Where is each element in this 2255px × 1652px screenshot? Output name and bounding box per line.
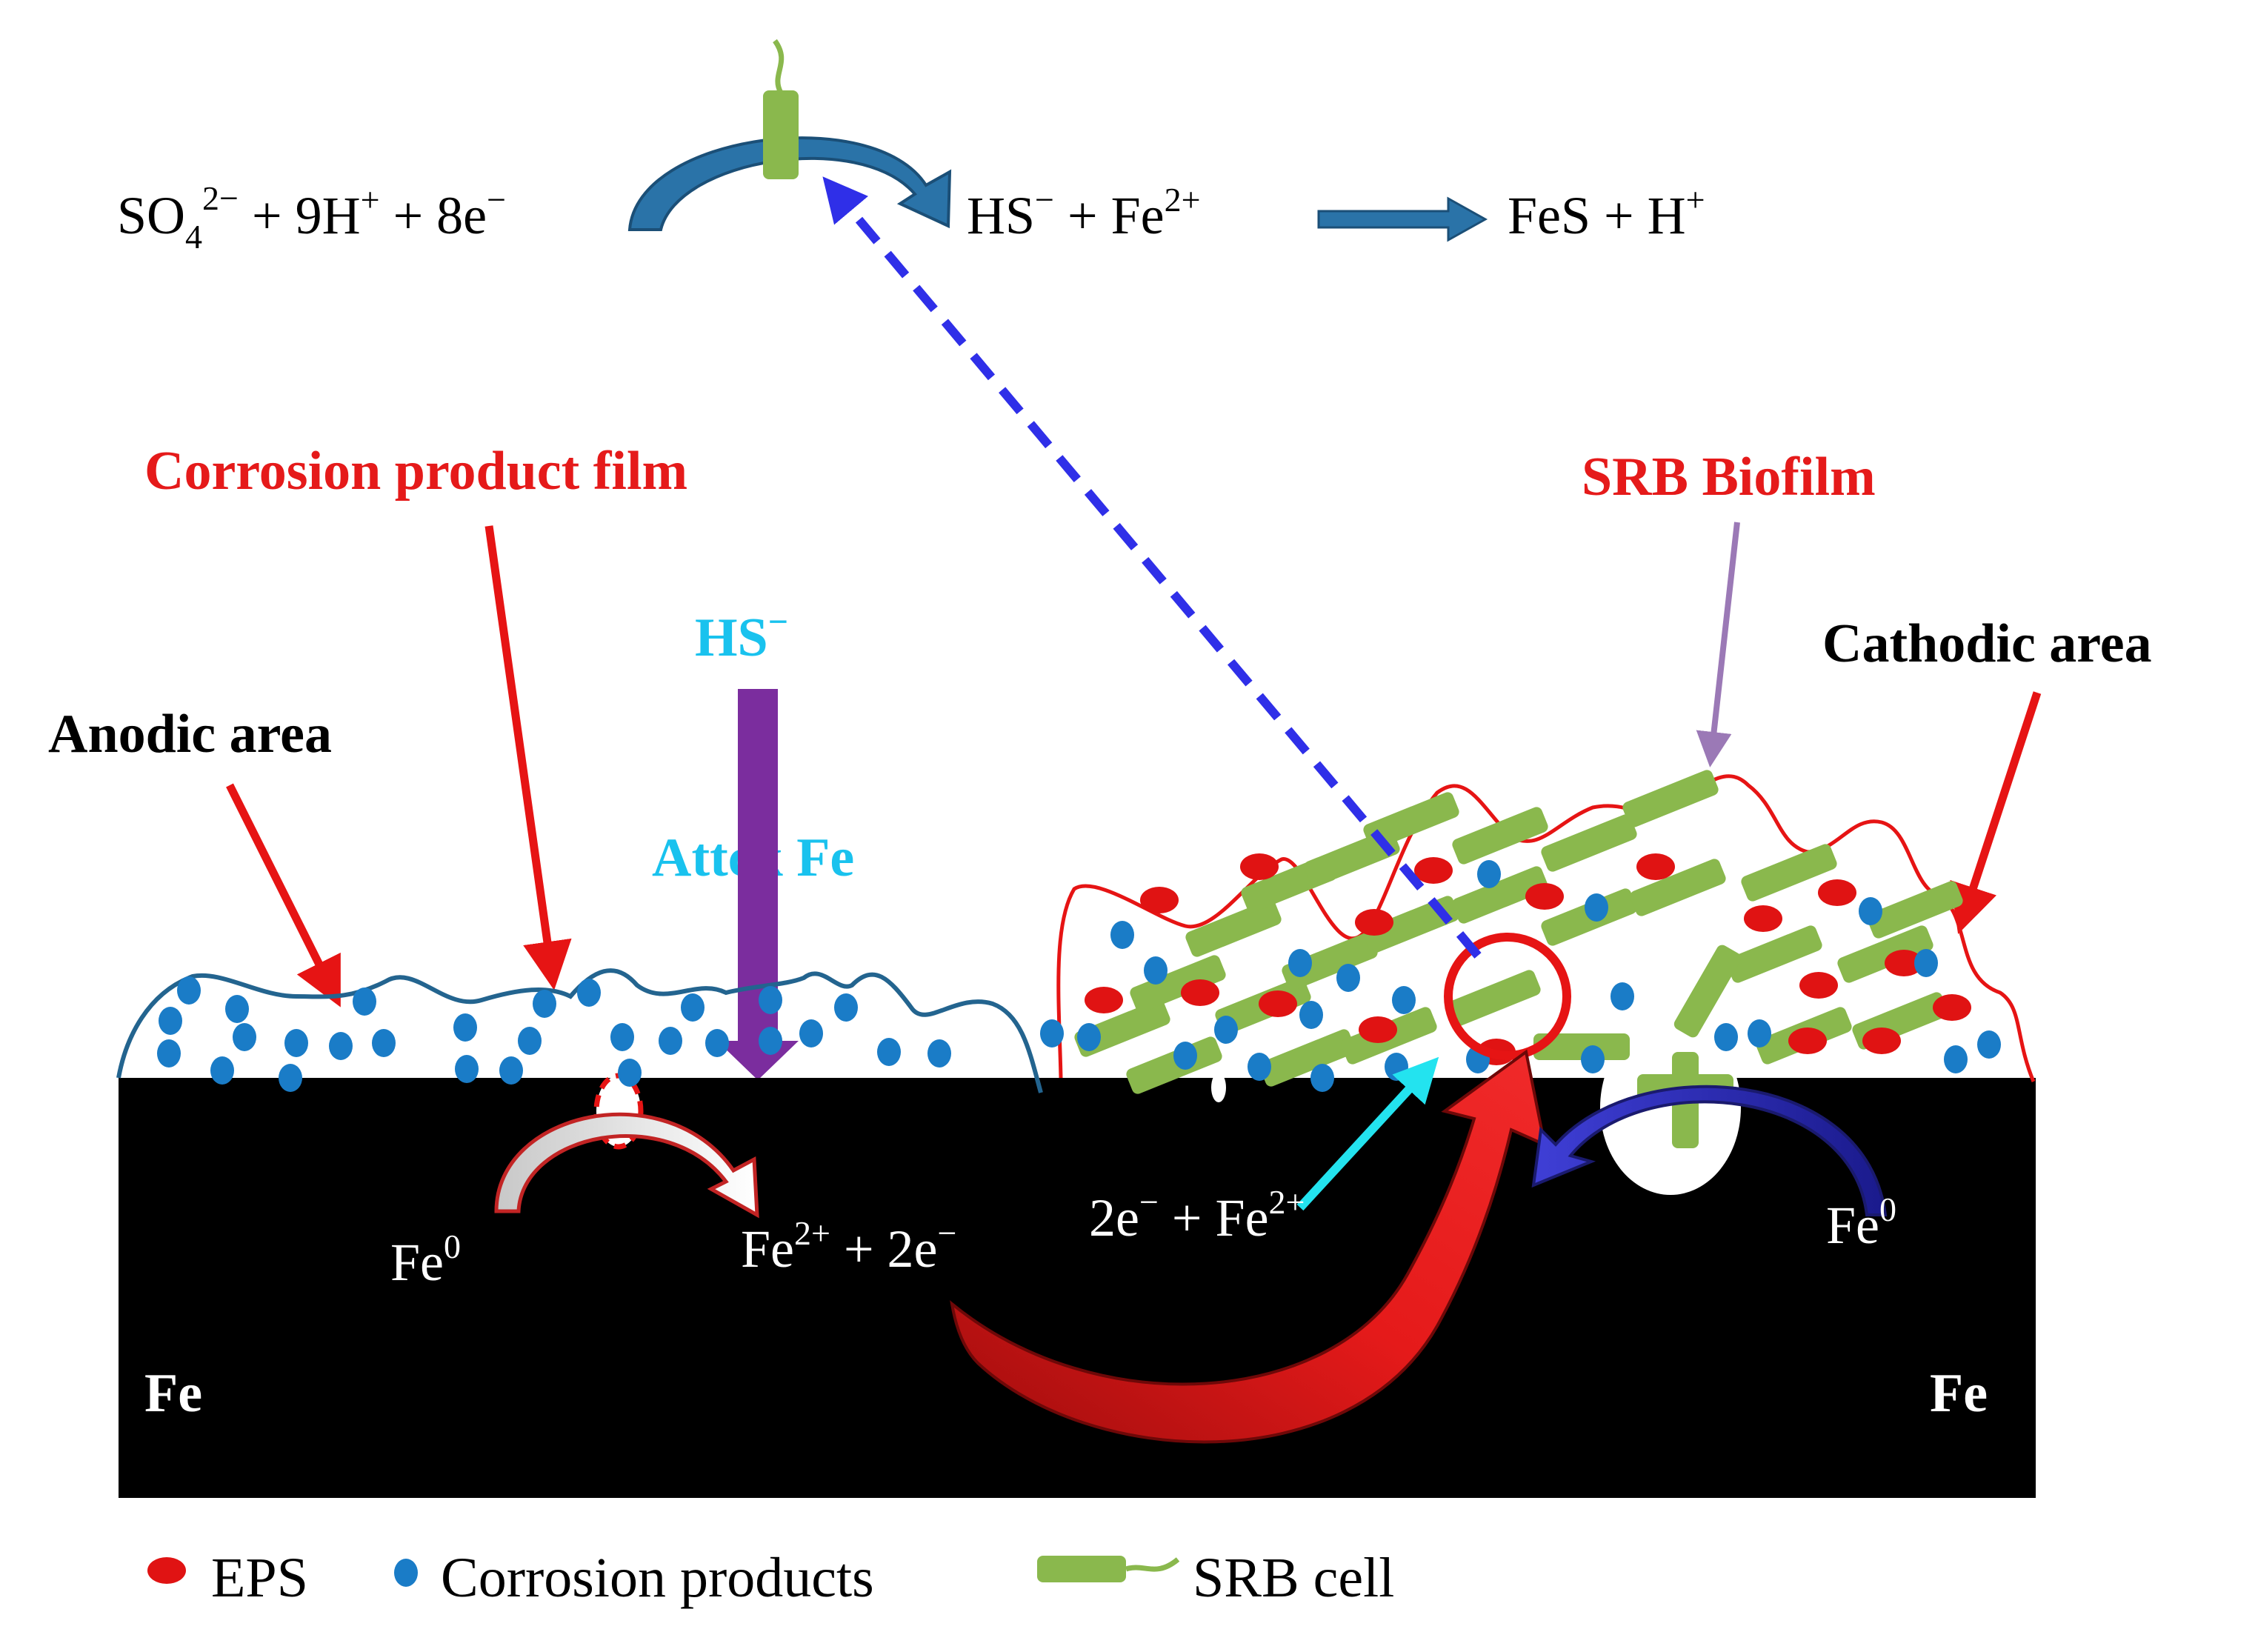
legend-srb-label: SRB cell	[1193, 1547, 1394, 1609]
legend-srb-swatch	[1037, 1556, 1180, 1582]
film-pointer-arrow	[484, 525, 572, 990]
hs-release-dashed-arrow	[822, 176, 1482, 959]
legend-eps-label: EPS	[211, 1547, 308, 1609]
corrosion-product-film-label: Corrosion product film	[144, 441, 687, 502]
fe-label-right: Fe	[1930, 1363, 1988, 1424]
steel-substrate	[119, 1078, 2036, 1498]
sulfate-reduction-equation: SO42− + 9H+ + 8e− HS− + Fe2+ FeS + H+	[117, 39, 1705, 256]
electron-uptake-highlight	[1444, 933, 1571, 1060]
fe0-right: Fe0	[1826, 1190, 1896, 1255]
biofilm-pointer-arrow	[1696, 522, 1740, 767]
anodic-pointer-arrow	[226, 783, 341, 1007]
hs-label: HS−	[695, 602, 788, 668]
legend: EPS Corrosion products SRB cell	[147, 1547, 1394, 1609]
cathodic-pit	[1600, 1020, 1741, 1195]
fe-label-left: Fe	[144, 1363, 202, 1424]
corrosion-product-particles-left	[157, 976, 951, 1092]
srb-biofilm-outline	[1056, 774, 2036, 1082]
electron-transfer-label: 2e− + Fe2+	[1089, 1183, 1305, 1248]
final-products-text: FeS + H+	[1508, 181, 1705, 245]
legend-corrosion-label: Corrosion products	[441, 1547, 874, 1609]
anodic-dissolution-arrow	[494, 1112, 759, 1219]
anodic-products: Fe2+ + 2e−	[741, 1214, 956, 1279]
cathodic-pointer-arrow	[1950, 691, 2042, 934]
fe0-left: Fe0	[390, 1228, 461, 1292]
reactants-text: SO42− + 9H+ + 8e−	[117, 179, 506, 256]
cathodic-reaction-arrow	[1531, 1085, 1888, 1216]
cathodic-area-label: Cathodic area	[1822, 613, 2152, 674]
eps-particles	[1085, 853, 1971, 1065]
small-pit	[1211, 1073, 1226, 1102]
reaction-curved-arrow	[627, 136, 952, 231]
electron-transfer-arrow	[1296, 1056, 1439, 1211]
legend-eps-swatch	[147, 1557, 186, 1584]
corrosion-product-film-outline	[116, 968, 1043, 1093]
srb-cell-icon	[763, 39, 799, 179]
electron-flow-arrow	[950, 1049, 1547, 1444]
products-text: HS− + Fe2+	[967, 181, 1201, 245]
anodic-area-label: Anodic area	[48, 704, 332, 765]
legend-corrosion-swatch	[394, 1559, 418, 1587]
srb-biofilm-label: SRB Biofilm	[1582, 447, 1876, 507]
hs-attack-arrow	[717, 689, 799, 1080]
to-fes-arrow	[1317, 196, 1488, 242]
